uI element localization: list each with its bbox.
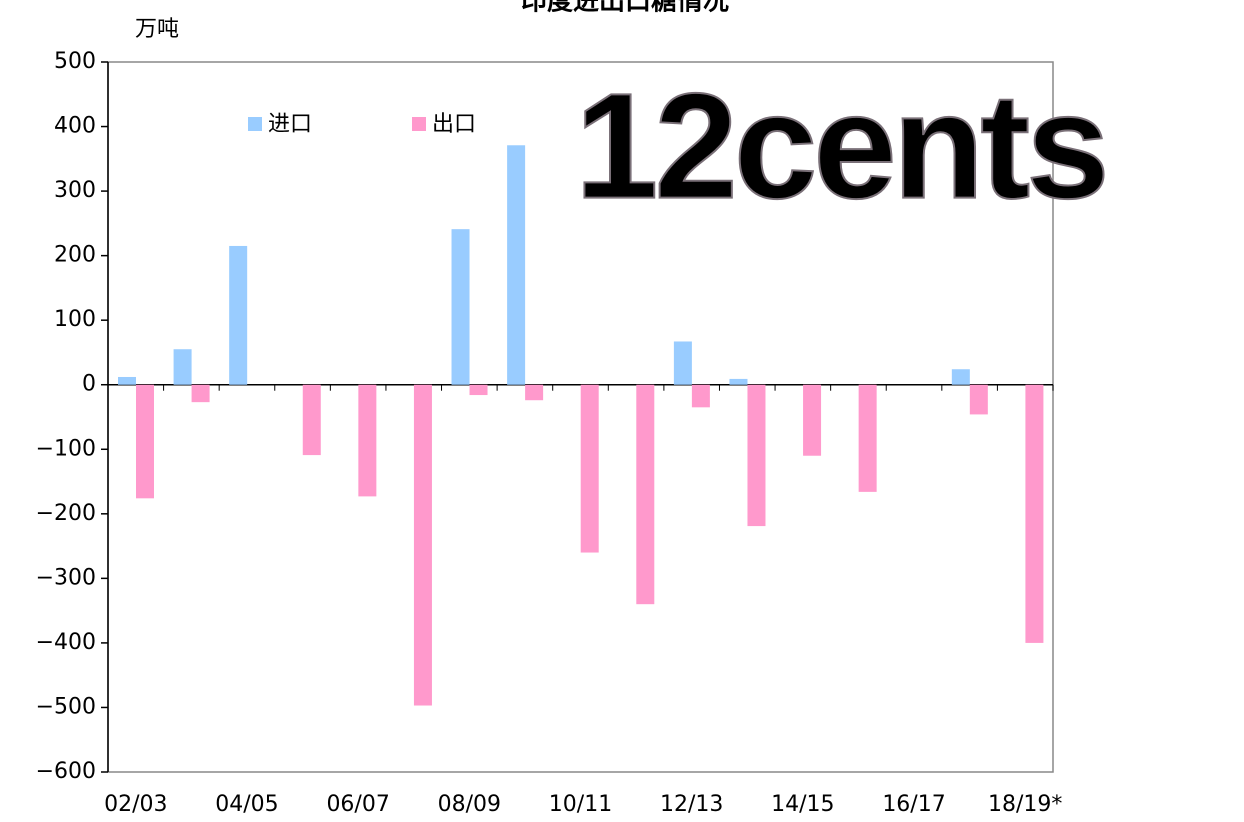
x-tick-label: 08/09 (438, 792, 501, 817)
y-tick-label: −100 (36, 436, 96, 461)
y-tick-label: −600 (36, 759, 96, 784)
bar (136, 384, 154, 499)
bar (673, 341, 692, 385)
bar (358, 384, 377, 497)
bar (413, 384, 432, 706)
watermark: 12cents (575, 62, 1106, 230)
bar (451, 229, 470, 385)
bar (469, 384, 488, 396)
bar (691, 384, 710, 408)
bar (636, 384, 655, 605)
y-axis-label: 万吨 (135, 17, 179, 42)
x-tick-label: 18/19* (988, 792, 1062, 817)
y-tick-label: 0 (82, 372, 96, 397)
bar (729, 378, 748, 385)
legend-swatch (412, 117, 426, 131)
bar (229, 245, 248, 385)
bar (525, 384, 544, 401)
y-tick-label: 300 (54, 178, 96, 203)
legend-label: 出口 (432, 112, 476, 137)
legend-label: 进口 (268, 112, 312, 137)
y-tick-label: 500 (54, 49, 96, 74)
bar (969, 384, 988, 415)
y-tick-label: 100 (54, 307, 96, 332)
y-tick-label: −400 (36, 630, 96, 655)
x-tick-label: 02/03 (104, 792, 167, 817)
x-tick-label: 06/07 (326, 792, 389, 817)
bar (951, 369, 970, 385)
bar (173, 349, 192, 385)
bar (1025, 384, 1044, 643)
x-tick-label: 14/15 (771, 792, 834, 817)
y-tick-label: −300 (36, 565, 96, 590)
bar (803, 384, 822, 456)
bar (858, 384, 877, 492)
bar (747, 384, 766, 527)
legend-swatch (248, 117, 262, 131)
y-tick-label: −500 (36, 694, 96, 719)
bar (507, 145, 526, 385)
x-tick-label: 04/05 (215, 792, 278, 817)
y-tick-label: 400 (54, 114, 96, 139)
bar (191, 384, 210, 403)
y-tick-label: 200 (54, 243, 96, 268)
chart-title: 印度进出口糖情况 (521, 0, 729, 17)
y-tick-label: −200 (36, 501, 96, 526)
bar (118, 376, 136, 385)
x-tick-label: 16/17 (882, 792, 945, 817)
bar (580, 384, 599, 553)
x-tick-label: 12/13 (660, 792, 723, 817)
x-tick-label: 10/11 (549, 792, 612, 817)
bar (302, 384, 321, 456)
